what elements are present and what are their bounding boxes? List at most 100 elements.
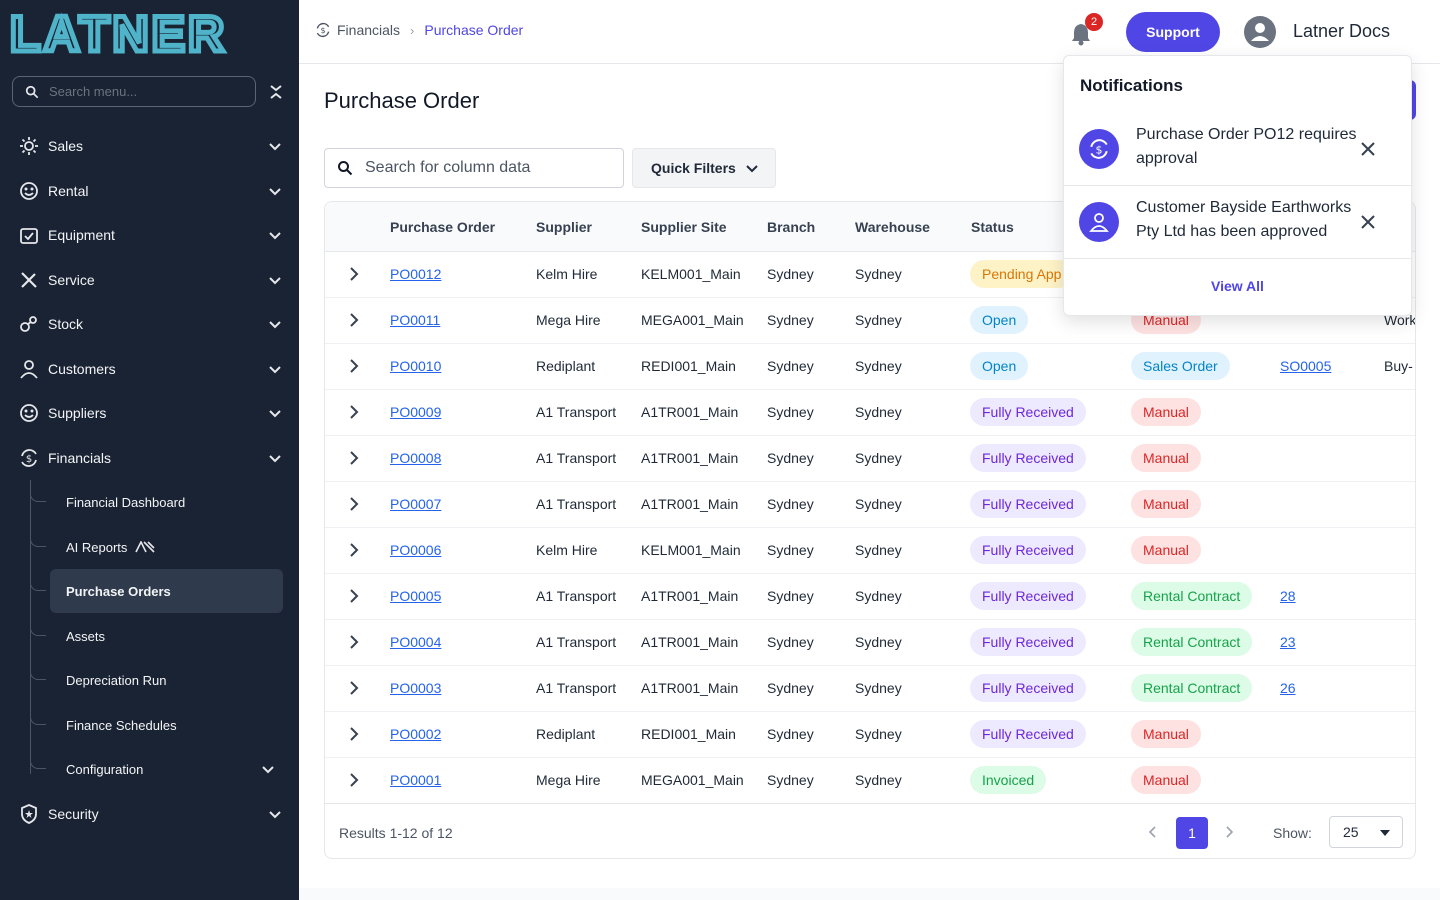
chevron-right-icon[interactable] (1223, 826, 1235, 838)
column-header-supplier-site[interactable]: Supplier Site (641, 219, 727, 235)
status-badge: Open (970, 352, 1029, 380)
page-size-select[interactable]: 25 (1329, 816, 1403, 848)
po-number-link[interactable]: PO0007 (390, 496, 442, 512)
po-number-link[interactable]: PO0012 (390, 266, 442, 282)
reference-link[interactable]: SO0005 (1280, 358, 1332, 374)
supplier-cell: A1 Transport (536, 680, 617, 696)
warehouse-cell: Sydney (855, 358, 902, 374)
chevron-right-icon[interactable] (347, 359, 361, 373)
table-row[interactable]: PO0005 A1 Transport A1TR001_Main Sydney Sydn… (325, 574, 1415, 620)
sidebar-item-equipment[interactable]: Equipment (18, 220, 284, 250)
status-badge: Fully Received (970, 444, 1086, 472)
status-badge: Fully Received (970, 628, 1086, 656)
sidebar-item-suppliers[interactable]: Suppliers (18, 398, 284, 428)
quick-filters-button[interactable]: Quick Filters (632, 148, 776, 188)
table-row[interactable]: PO0004 A1 Transport A1TR001_Main Sydney Sydn… (325, 620, 1415, 666)
sidebar-item-security[interactable]: Security (18, 799, 284, 829)
sidebar-subitem-configuration[interactable]: Configuration (50, 747, 283, 791)
user-name[interactable]: Latner Docs (1293, 21, 1391, 41)
svg-text:$: $ (1096, 143, 1103, 156)
close-icon[interactable] (1360, 214, 1376, 230)
sidebar-subitem-ai-reports[interactable]: AI Reports (50, 525, 283, 569)
sidebar-item-financials[interactable]: $ Financials (18, 443, 284, 473)
chevron-down-icon (269, 410, 281, 418)
sidebar-search-input[interactable]: Search menu... (12, 76, 256, 107)
table-row[interactable]: PO0006 Kelm Hire KELM001_Main Sydney Sydney F… (325, 528, 1415, 574)
po-number-link[interactable]: PO0008 (390, 450, 442, 466)
sidebar-item-service[interactable]: Service (18, 265, 284, 295)
chevron-right-icon[interactable] (347, 543, 361, 557)
po-number-link[interactable]: PO0009 (390, 404, 442, 420)
po-number-link[interactable]: PO0001 (390, 772, 442, 788)
po-number-link[interactable]: PO0006 (390, 542, 442, 558)
tree-branch (30, 624, 46, 636)
page-title: Purchase Order (324, 88, 480, 113)
table-row[interactable]: PO0003 A1 Transport A1TR001_Main Sydney Sydn… (325, 666, 1415, 712)
chevron-right-icon[interactable] (347, 589, 361, 603)
po-number-link[interactable]: PO0010 (390, 358, 442, 374)
chevron-right-icon[interactable] (347, 681, 361, 695)
column-header-warehouse[interactable]: Warehouse (855, 219, 930, 235)
footer-strip (299, 888, 1440, 900)
support-button[interactable]: Support (1126, 12, 1220, 52)
sidebar-item-rental[interactable]: Rental (18, 176, 284, 206)
chevron-right-icon[interactable] (347, 497, 361, 511)
reference-link[interactable]: 26 (1280, 680, 1296, 696)
sidebar-item-customers[interactable]: Customers (18, 354, 284, 384)
breadcrumb-purchase-order[interactable]: Purchase Order (424, 22, 524, 38)
sidebar-item-sales[interactable]: Sales (18, 131, 284, 161)
table-row[interactable]: PO0012 Kelm Hire KELM001_Main Sydney Sydney P… (325, 252, 1415, 298)
order-type-badge: Sales Order (1131, 352, 1230, 380)
column-search-input[interactable]: Search for column data (324, 148, 624, 188)
sidebar-item-label: Sales (48, 138, 84, 154)
reference-link[interactable]: 23 (1280, 634, 1296, 650)
column-header-supplier[interactable]: Supplier (536, 219, 593, 235)
chevron-right-icon[interactable] (347, 313, 361, 327)
po-number-link[interactable]: PO0002 (390, 726, 442, 742)
po-number-link[interactable]: PO0004 (390, 634, 442, 650)
table-row[interactable]: PO0008 A1 Transport A1TR001_Main Sydney Sydn… (325, 436, 1415, 482)
sidebar-subitem-finance-schedules[interactable]: Finance Schedules (50, 703, 283, 747)
view-all-notifications-link[interactable]: View All (1211, 278, 1264, 294)
column-header-purchase-order[interactable]: Purchase Order (390, 219, 496, 235)
latner-logo[interactable]: LATNER (10, 8, 280, 56)
table-row[interactable]: PO0002 Rediplant REDI001_Main Sydney Sydney F… (325, 712, 1415, 758)
page-button-current[interactable]: 1 (1176, 817, 1208, 849)
status-badge: Invoiced (970, 766, 1047, 794)
chevron-right-icon[interactable] (347, 727, 361, 741)
chevron-left-icon[interactable] (1147, 826, 1159, 838)
notification-item[interactable]: Customer Bayside Earthworks Pty Ltd has … (1064, 186, 1411, 259)
table-row[interactable]: PO0010 Rediplant REDI001_Main Sydney Sydney O… (325, 344, 1415, 390)
chevron-right-icon[interactable] (347, 267, 361, 281)
tree-branch (30, 668, 46, 680)
po-number-link[interactable]: PO0005 (390, 588, 442, 604)
avatar[interactable] (1244, 16, 1276, 48)
sidebar-subitem-depreciation-run[interactable]: Depreciation Run (50, 658, 283, 702)
notification-item[interactable]: $ Purchase Order PO12 requires approval (1064, 113, 1411, 186)
collapse-icon[interactable] (268, 82, 284, 102)
table-row[interactable]: PO0009 A1 Transport A1TR001_Main Sydney Sydn… (325, 390, 1415, 436)
po-number-link[interactable]: PO0003 (390, 680, 442, 696)
column-header-branch[interactable]: Branch (767, 219, 816, 235)
column-header-status[interactable]: Status (971, 219, 1014, 235)
breadcrumb-financials[interactable]: Financials (337, 22, 401, 38)
order-type-badge: Rental Contract (1131, 628, 1253, 656)
chevron-right-icon[interactable] (347, 451, 361, 465)
sidebar-item-stock[interactable]: Stock (18, 309, 284, 339)
table-row[interactable]: PO0007 A1 Transport A1TR001_Main Sydney Sydn… (325, 482, 1415, 528)
branch-cell: Sydney (767, 542, 814, 558)
close-icon[interactable] (1360, 141, 1376, 157)
supplier-site-cell: A1TR001_Main (641, 588, 739, 604)
chevron-right-icon[interactable] (347, 773, 361, 787)
sidebar-subitem-assets[interactable]: Assets (50, 614, 283, 658)
table-row[interactable]: PO0001 Mega Hire MEGA001_Main Sydney Sydney I… (325, 758, 1415, 804)
sidebar-subitem-purchase-orders[interactable]: Purchase Orders (50, 569, 283, 613)
chevron-right-icon[interactable] (347, 405, 361, 419)
tree-branch (30, 535, 46, 547)
sidebar-subitem-financial-dashboard[interactable]: Financial Dashboard (50, 480, 283, 524)
bell-icon[interactable] (1070, 22, 1092, 46)
reference-link[interactable]: 28 (1280, 588, 1296, 604)
chevron-right-icon[interactable] (347, 635, 361, 649)
warehouse-cell: Sydney (855, 496, 902, 512)
po-number-link[interactable]: PO0011 (390, 312, 441, 328)
